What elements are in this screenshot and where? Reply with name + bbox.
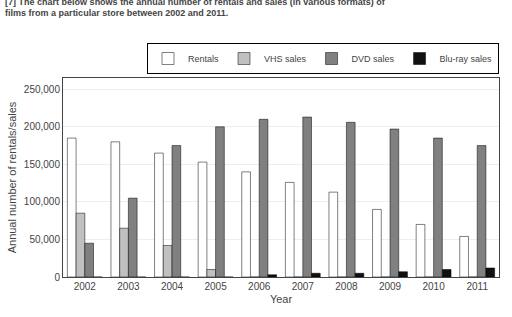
svg-text:2007: 2007 — [292, 281, 315, 292]
svg-text:150,000: 150,000 — [24, 159, 61, 170]
svg-text:Year: Year — [270, 293, 293, 305]
svg-text:[7] The chart below shows the: [7] The chart below shows the annual num… — [5, 0, 386, 18]
svg-text:2003: 2003 — [117, 281, 140, 292]
svg-text:0: 0 — [54, 272, 60, 283]
svg-text:2002: 2002 — [74, 281, 97, 292]
svg-text:VHS sales: VHS sales — [264, 54, 307, 64]
svg-text:50,000: 50,000 — [29, 234, 60, 245]
svg-text:2011: 2011 — [466, 281, 488, 292]
svg-text:2010: 2010 — [422, 281, 445, 292]
svg-text:DVD sales: DVD sales — [352, 54, 395, 64]
svg-text:Rentals: Rentals — [188, 54, 219, 64]
svg-text:200,000: 200,000 — [24, 121, 61, 132]
svg-text:Annual number of rentals/sales: Annual number of rentals/sales — [6, 101, 18, 253]
svg-text:2004: 2004 — [161, 281, 184, 292]
svg-text:2005: 2005 — [204, 281, 227, 292]
svg-text:2008: 2008 — [335, 281, 358, 292]
svg-text:Blu-ray sales: Blu-ray sales — [440, 54, 493, 64]
svg-text:250,000: 250,000 — [24, 84, 61, 95]
svg-text:2009: 2009 — [379, 281, 402, 292]
svg-text:2006: 2006 — [248, 281, 271, 292]
svg-text:100,000: 100,000 — [24, 196, 61, 207]
